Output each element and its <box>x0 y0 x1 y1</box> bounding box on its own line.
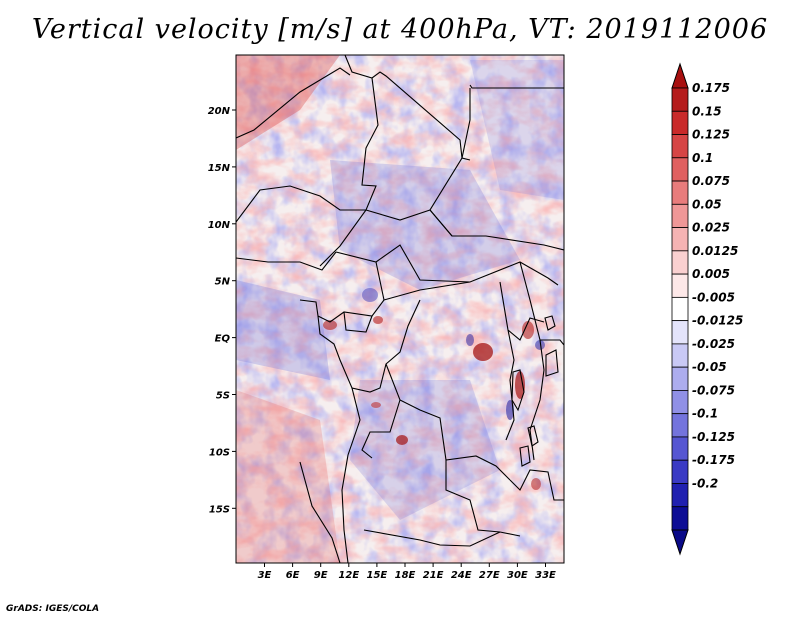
colorbar-label: 0.1 <box>692 151 713 165</box>
colorbar-label: -0.025 <box>692 337 735 351</box>
colorbar-label: -0.125 <box>692 430 735 444</box>
colorbar-label: 0.05 <box>692 197 722 211</box>
colorbar: 0.175 0.15 0.125 0.1 0.075 0.05 0.025 0.0125 0.0… <box>671 62 743 556</box>
lon-label: 24E <box>451 570 472 581</box>
lon-label: 12E <box>338 570 359 581</box>
colorbar-label: -0.05 <box>692 360 727 374</box>
colorbar-swatch <box>671 157 689 182</box>
colorbar-label: 0.175 <box>692 81 730 95</box>
lat-label: EQ <box>215 334 231 345</box>
colorbar-swatch <box>671 483 689 508</box>
country-borders <box>236 55 564 563</box>
map-frame <box>235 54 565 564</box>
colorbar-swatch <box>671 413 689 438</box>
lat-label: 5N <box>215 277 231 288</box>
colorbar-swatch <box>671 320 689 345</box>
colorbar-swatch <box>671 390 689 415</box>
colorbar-swatch <box>671 250 689 275</box>
lon-label: 21E <box>423 570 444 581</box>
lat-label: 20N <box>208 106 231 117</box>
colorbar-swatch <box>671 366 689 391</box>
colorbar-top-arrow <box>671 62 689 89</box>
lon-label: 6E <box>286 570 300 581</box>
lon-label: 18E <box>395 570 416 581</box>
lakes <box>511 315 556 467</box>
vertical-velocity-field <box>236 55 564 563</box>
colorbar-swatch <box>671 436 689 461</box>
colorbar-swatch <box>671 343 689 368</box>
colorbar-label: -0.175 <box>692 453 735 467</box>
colorbar-swatch <box>671 459 689 484</box>
convective-cells <box>323 288 545 490</box>
lat-label: 10S <box>209 447 230 458</box>
latitude-axis: 20N 15N 10N 5N EQ 5S 10S 15S <box>208 106 236 515</box>
colorbar-swatch <box>671 273 689 298</box>
lat-label: 15S <box>209 504 230 515</box>
colorbar-bottom-arrow <box>671 529 689 556</box>
colorbar-label: -0.0125 <box>692 314 743 328</box>
colorbar-label: -0.005 <box>692 290 735 304</box>
colorbar-swatch <box>671 506 689 531</box>
colorbar-swatch <box>671 134 689 159</box>
longitude-axis: 3E 6E 9E 12E 15E 18E 21E 24E 27E 30E 33E <box>258 563 556 581</box>
lon-label: 9E <box>314 570 328 581</box>
colorbar-label: 0.075 <box>692 174 730 188</box>
colorbar-label: 0.0125 <box>692 244 738 258</box>
lon-label: 3E <box>258 570 272 581</box>
lon-label: 30E <box>507 570 528 581</box>
lat-label: 15N <box>208 163 231 174</box>
colorbar-label: 0.15 <box>692 104 722 118</box>
colorbar-swatch <box>671 180 689 205</box>
colorbar-swatch <box>671 110 689 135</box>
lat-label: 5S <box>216 391 230 402</box>
colorbar-swatch <box>671 203 689 228</box>
colorbar-label: 0.025 <box>692 221 730 235</box>
colorbar-swatch <box>671 87 689 112</box>
map-title: Vertical velocity [m/s] at 400hPa, VT: 2… <box>31 14 769 45</box>
grads-credit: GrADS: IGES/COLA <box>6 604 100 614</box>
colorbar-swatch <box>671 296 689 322</box>
lon-label: 33E <box>535 570 556 581</box>
lon-label: 15E <box>367 570 388 581</box>
colorbar-label: -0.1 <box>692 407 718 421</box>
colorbar-label: -0.2 <box>692 476 718 490</box>
lat-label: 10N <box>208 220 231 231</box>
colorbar-label: 0.125 <box>692 128 730 142</box>
lon-label: 27E <box>479 570 500 581</box>
colorbar-swatch <box>671 227 689 252</box>
colorbar-label: 0.005 <box>692 267 730 281</box>
colorbar-label: -0.075 <box>692 383 735 397</box>
